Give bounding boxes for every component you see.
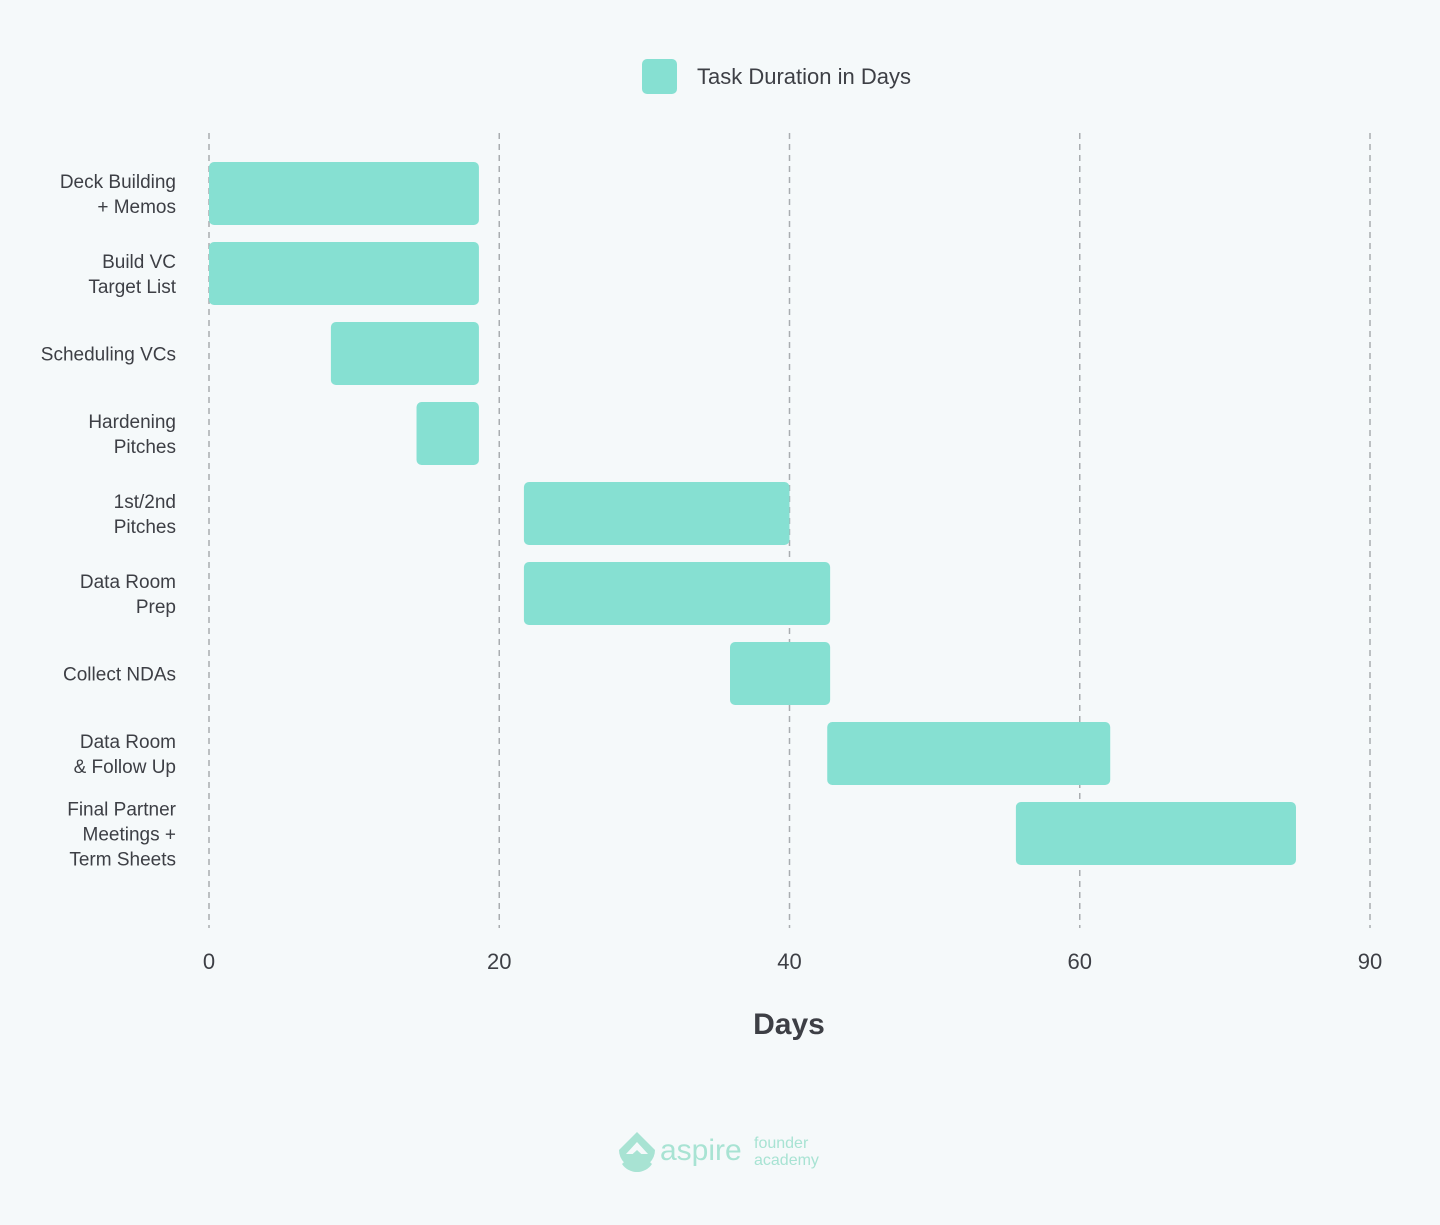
legend-swatch (642, 59, 677, 94)
category-label: Hardening Pitches (88, 412, 176, 458)
category-label-line: Data Room (80, 572, 176, 593)
x-tick-label: 60 (1068, 949, 1092, 974)
logo-brand: aspire (660, 1134, 742, 1167)
logo-line2: academy (754, 1152, 819, 1169)
logo-line1: founder (754, 1135, 809, 1152)
bar (827, 722, 1111, 785)
bar (729, 642, 831, 705)
category-label-line: & Follow Up (74, 757, 176, 778)
category-label-line: Collect NDAs (63, 665, 176, 686)
aspire-logo-icon (619, 1132, 655, 1172)
bar (1015, 802, 1296, 865)
category-label-line: Target List (88, 277, 176, 298)
bar (416, 402, 479, 465)
category-label: 1st/2nd Pitches (114, 492, 176, 538)
category-label-line: Meetings + (83, 825, 176, 846)
category-label: Data Room Prep (80, 572, 176, 618)
x-axis-title: Days (753, 1008, 825, 1041)
category-label-line: Data Room (80, 732, 176, 753)
category-label: Final Partner Meetings + Term Sheets (67, 800, 176, 871)
category-label: Scheduling VCs (41, 345, 176, 366)
category-label-line: Deck Building (60, 172, 176, 193)
legend-label: Task Duration in Days (697, 63, 911, 89)
category-label-line: Final Partner (67, 800, 176, 821)
x-tick-label: 0 (203, 949, 215, 974)
x-tick-label: 90 (1358, 949, 1382, 974)
category-label-line: Pitches (114, 437, 176, 458)
category-label: Deck Building + Memos (60, 172, 176, 218)
category-label: Data Room & Follow Up (74, 732, 176, 778)
category-label-line: Scheduling VCs (41, 345, 176, 366)
bar (209, 162, 479, 225)
x-tick-label: 40 (777, 949, 801, 974)
category-label-line: Pitches (114, 517, 176, 538)
category-label: Collect NDAs (63, 665, 176, 686)
bar (209, 242, 479, 305)
bar (523, 562, 831, 625)
category-label-line: 1st/2nd (114, 492, 176, 513)
category-label-line: Prep (136, 597, 176, 618)
category-label-line: Term Sheets (69, 850, 176, 871)
bar (330, 322, 479, 385)
category-label: Build VC Target List (88, 252, 176, 298)
legend: Task Duration in Days (642, 59, 911, 94)
bar (523, 482, 790, 545)
aspire-logo: aspire founder academy (619, 1132, 819, 1172)
category-label-line: Hardening (88, 412, 176, 433)
category-label-line: + Memos (97, 197, 176, 218)
x-tick-label: 20 (487, 949, 511, 974)
category-label-line: Build VC (102, 252, 176, 273)
